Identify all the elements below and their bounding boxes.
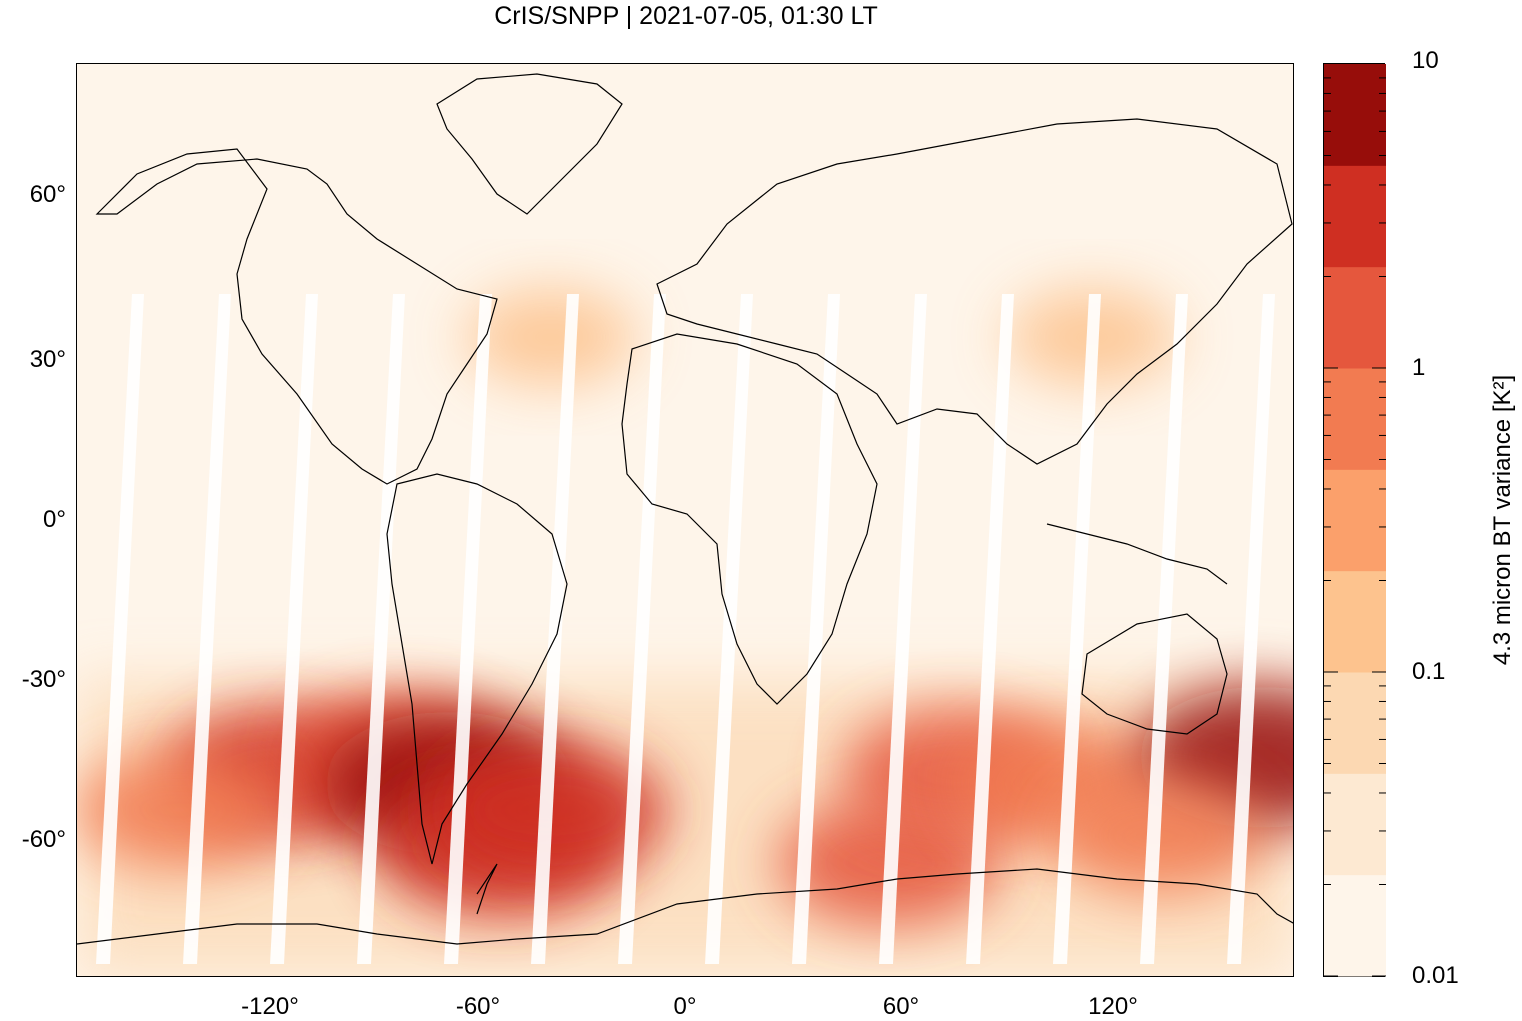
lon-tick-label: 120° bbox=[1088, 993, 1138, 1020]
orbit-gap bbox=[531, 294, 579, 964]
coastlines bbox=[77, 73, 1293, 945]
coastline-africa bbox=[621, 333, 878, 705]
map-panel bbox=[76, 63, 1294, 977]
coastline-eurasia bbox=[656, 118, 1293, 465]
map-title: CrIS/SNPP | 2021-07-05, 01:30 LT bbox=[494, 2, 878, 30]
lon-tick-label: -60° bbox=[455, 993, 501, 1020]
colorbar-tick-label: 0.01 bbox=[1412, 962, 1459, 989]
coastline-south-america bbox=[386, 473, 568, 865]
orbit-gaps bbox=[96, 294, 1275, 964]
colorbar-scale bbox=[1324, 64, 1386, 977]
lon-tick-label: 0° bbox=[673, 993, 697, 1020]
orbit-gap bbox=[1227, 294, 1275, 964]
coastline-north-america bbox=[95, 148, 498, 485]
variance-field bbox=[77, 288, 1293, 976]
orbit-gap bbox=[792, 294, 840, 964]
orbit-gap bbox=[270, 294, 318, 964]
colorbar-segment bbox=[1324, 64, 1386, 166]
lat-tick-label: 60° bbox=[29, 181, 66, 208]
colorbar-tick-label: 0.1 bbox=[1412, 658, 1446, 685]
orbit-gap bbox=[705, 294, 753, 964]
colorbar-label: 4.3 micron BT variance [K²] bbox=[1489, 374, 1516, 666]
coastline-indonesia bbox=[1046, 523, 1228, 585]
colorbar-segment bbox=[1324, 874, 1386, 977]
orbit-gap bbox=[618, 294, 666, 964]
coastline-antarctic-peninsula bbox=[476, 863, 498, 915]
lon-tick-label: -120° bbox=[241, 993, 299, 1020]
orbit-gap bbox=[357, 294, 405, 964]
colorbar-segment bbox=[1324, 672, 1386, 774]
colorbar-segment bbox=[1324, 266, 1386, 369]
coastline-greenland bbox=[436, 73, 623, 215]
orbit-gap bbox=[879, 294, 927, 964]
orbit-gap bbox=[96, 294, 144, 964]
orbit-gap bbox=[183, 294, 231, 964]
coastline-australia bbox=[1081, 613, 1228, 735]
colorbar-segment bbox=[1324, 570, 1386, 673]
orbit-gap bbox=[444, 294, 492, 964]
orbit-gap bbox=[966, 294, 1014, 964]
lon-tick-label: 60° bbox=[882, 993, 920, 1020]
lat-tick-label: -30° bbox=[21, 666, 66, 693]
lat-tick-label: -60° bbox=[21, 826, 66, 853]
colorbar bbox=[1323, 63, 1386, 977]
lat-tick-label: 30° bbox=[29, 346, 66, 373]
field-blob bbox=[465, 288, 637, 387]
orbit-gap bbox=[1140, 294, 1188, 964]
field-blob bbox=[77, 750, 283, 870]
colorbar-tick-label: 1 bbox=[1412, 354, 1426, 381]
colorbar-segment bbox=[1324, 368, 1386, 470]
colorbar-segment bbox=[1324, 165, 1386, 268]
variance-map bbox=[77, 73, 1293, 976]
coastline-antarctica bbox=[77, 868, 1293, 945]
colorbar-tick-label: 10 bbox=[1412, 47, 1439, 74]
colorbar-segment bbox=[1324, 773, 1386, 876]
colorbar-segment bbox=[1324, 469, 1386, 572]
lat-tick-label: 0° bbox=[43, 506, 66, 533]
orbit-gap bbox=[1053, 294, 1101, 964]
